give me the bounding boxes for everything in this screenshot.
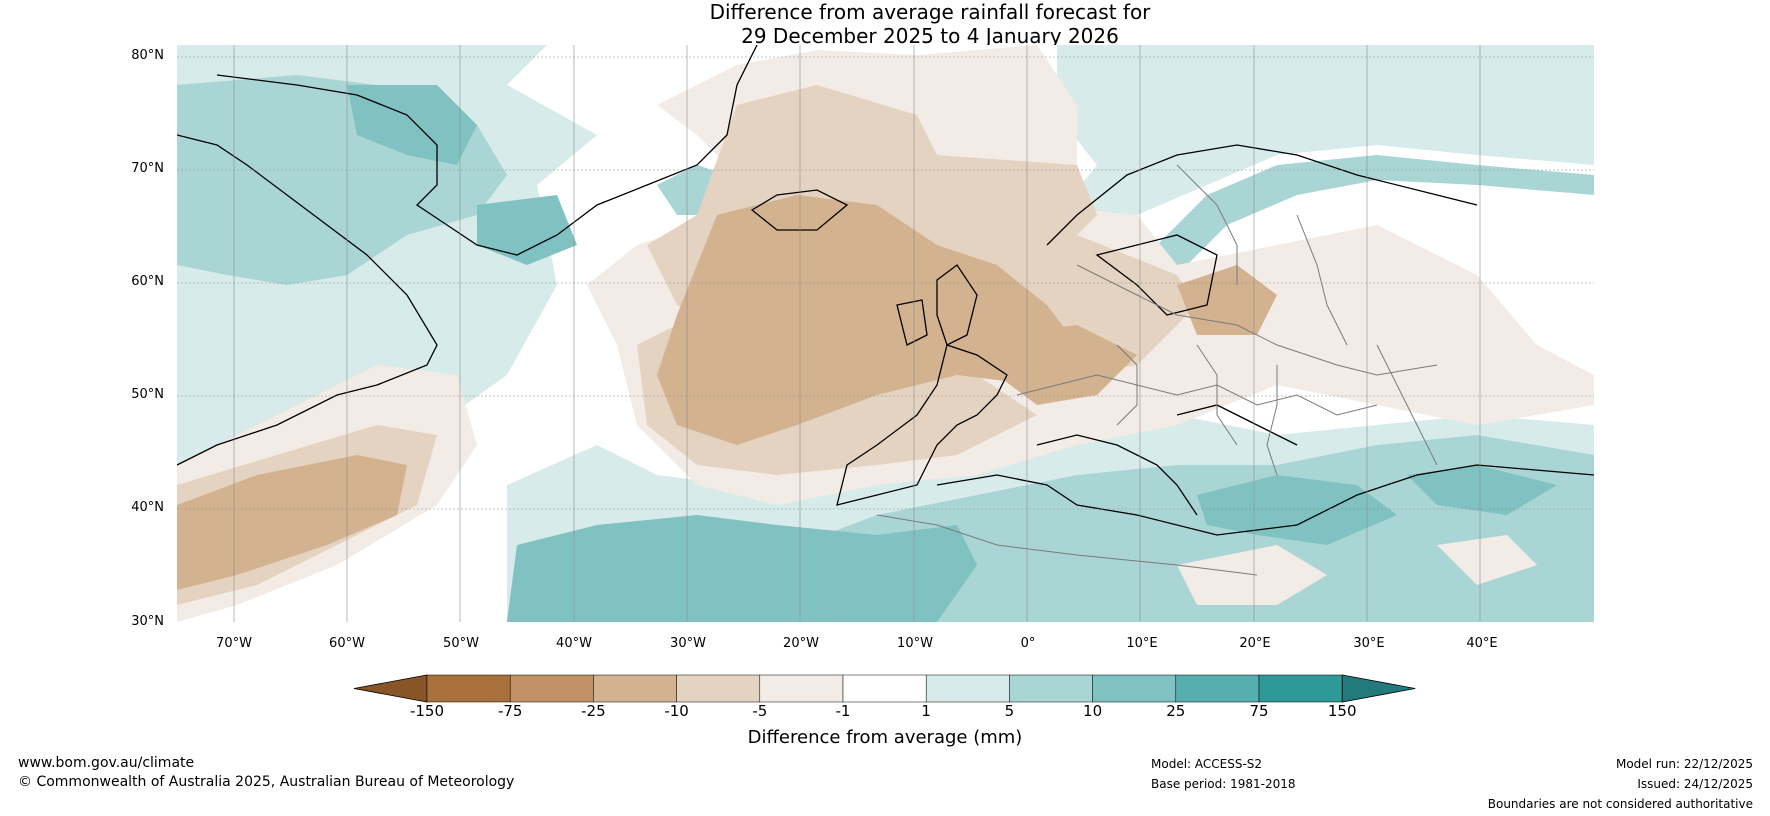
colorbar-tick-label: -25 bbox=[581, 702, 606, 720]
colorbar-extend-low bbox=[353, 674, 428, 703]
lat-label: 60°N bbox=[131, 274, 164, 289]
lon-label: 20°W bbox=[783, 636, 819, 651]
colorbar-segment bbox=[676, 674, 761, 703]
model-run-text: Model run: 22/12/2025 bbox=[1615, 757, 1753, 771]
colorbar-extend-high bbox=[1341, 674, 1416, 703]
colorbar-segment bbox=[509, 674, 594, 703]
map-title: Difference from average rainfall forecas… bbox=[600, 0, 1260, 48]
colorbar-segment bbox=[759, 674, 844, 703]
colorbar-segment bbox=[842, 674, 927, 703]
lon-label: 30°E bbox=[1353, 636, 1385, 651]
website-text: www.bom.gov.au/climate bbox=[18, 755, 195, 771]
colorbar-tick-label: 5 bbox=[1004, 702, 1015, 720]
lat-label: 70°N bbox=[131, 161, 164, 176]
colorbar-tick-label: -75 bbox=[497, 702, 523, 720]
lon-label: 10°E bbox=[1126, 636, 1158, 651]
lat-label: 30°N bbox=[131, 614, 164, 629]
lat-label: 80°N bbox=[131, 48, 164, 63]
colorbar-tick-label: -150 bbox=[409, 702, 445, 720]
lon-label: 30°W bbox=[670, 636, 706, 651]
colorbar-segment bbox=[1092, 674, 1177, 703]
lat-label: 50°N bbox=[131, 387, 164, 402]
colorbar-segment bbox=[1175, 674, 1260, 703]
colorbar-tick-label: -10 bbox=[664, 702, 689, 720]
lon-label: 50°W bbox=[443, 636, 479, 651]
colorbar-tick-label: 75 bbox=[1249, 702, 1269, 720]
lon-label: 0° bbox=[1020, 636, 1036, 651]
borders bbox=[876, 164, 1438, 576]
coastlines bbox=[177, 45, 1594, 536]
lon-label: 70°W bbox=[216, 636, 252, 651]
disclaimer-text: Boundaries are not considered authoritat… bbox=[1487, 797, 1753, 811]
colorbar-segment bbox=[1009, 674, 1093, 703]
colorbar-segment bbox=[426, 674, 511, 703]
rainfall-anomaly-map bbox=[177, 45, 1594, 622]
lon-label: 40°E bbox=[1466, 636, 1498, 651]
title-line-1: Difference from average rainfall forecas… bbox=[709, 0, 1151, 24]
title-line-2: 29 December 2025 to 4 January 2026 bbox=[741, 24, 1119, 48]
colorbar-tick-label: 150 bbox=[1327, 702, 1357, 720]
dry-anomaly-strong bbox=[177, 195, 1277, 590]
colorbar-tick-label: 1 bbox=[921, 702, 931, 720]
wet-anomaly-strong bbox=[347, 85, 1557, 622]
lon-label: 20°E bbox=[1239, 636, 1271, 651]
issued-text: Issued: 24/12/2025 bbox=[1637, 777, 1753, 791]
colorbar-tick-label: -1 bbox=[835, 702, 851, 720]
lon-label: 40°W bbox=[556, 636, 592, 651]
model-text: Model: ACCESS-S2 bbox=[1151, 757, 1263, 771]
colorbar-segment bbox=[1258, 674, 1343, 703]
colorbar-title: Difference from average (mm) bbox=[747, 727, 1023, 748]
copyright-text: © Commonwealth of Australia 2025, Austra… bbox=[18, 774, 515, 790]
colorbar-tick-label: 10 bbox=[1083, 702, 1103, 720]
colorbar-segment bbox=[593, 674, 677, 703]
lon-label: 60°W bbox=[329, 636, 365, 651]
lon-label: 10°W bbox=[897, 636, 933, 651]
colorbar-tick-label: 25 bbox=[1166, 702, 1186, 720]
colorbar-segment bbox=[925, 674, 1010, 703]
colorbar-segments bbox=[353, 674, 1416, 703]
base-period-text: Base period: 1981-2018 bbox=[1151, 777, 1296, 791]
lat-label: 40°N bbox=[131, 500, 164, 515]
meridians bbox=[233, 45, 1481, 622]
map-svg bbox=[177, 45, 1594, 622]
colorbar-tick-label: -5 bbox=[752, 702, 768, 720]
graticule bbox=[177, 56, 1594, 510]
